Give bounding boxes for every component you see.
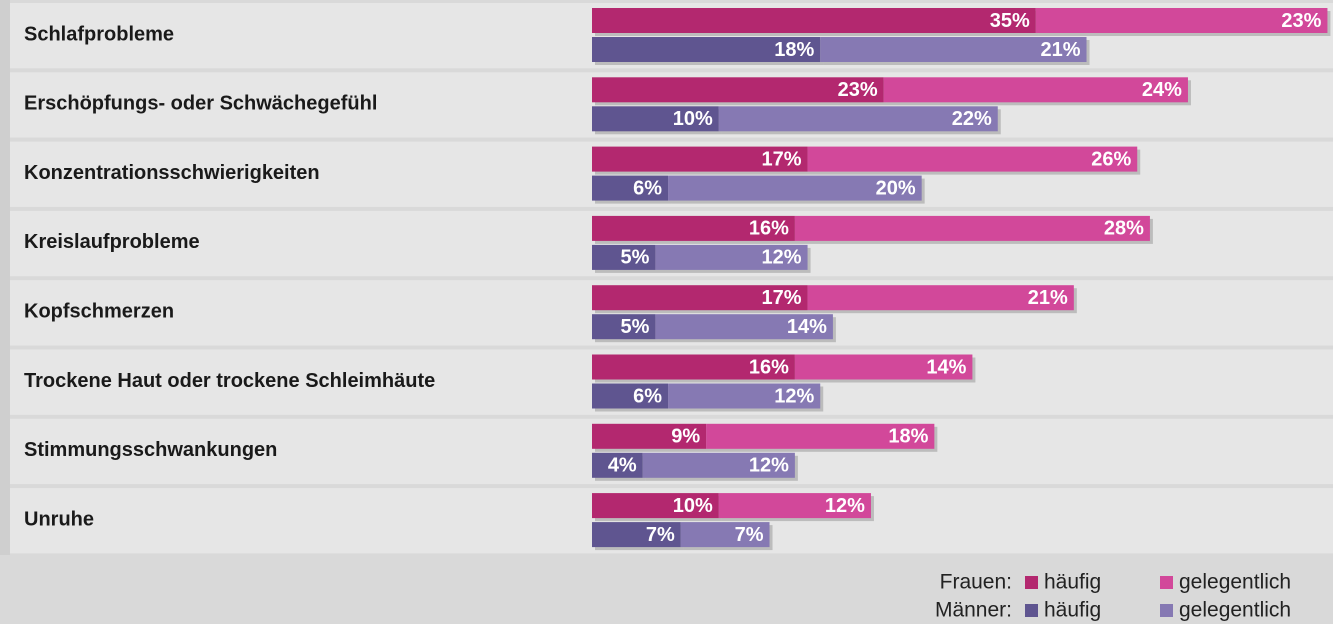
bar-segment	[592, 452, 643, 478]
category-label: Kreislaufprobleme	[24, 231, 200, 253]
legend-label: gelegentlich	[1179, 599, 1291, 622]
bar-segment	[592, 175, 669, 201]
category-label: Konzentrationsschwierigkeiten	[24, 162, 320, 184]
bar-segment	[883, 77, 1188, 103]
value-label: 12%	[774, 385, 814, 407]
value-label: 35%	[990, 10, 1030, 32]
value-label: 16%	[749, 218, 789, 240]
bar-segment	[592, 314, 656, 340]
bar-segment	[807, 285, 1074, 311]
value-label: 6%	[633, 177, 662, 199]
value-label: 18%	[888, 426, 928, 448]
value-label: 24%	[1142, 79, 1182, 101]
value-label: 28%	[1104, 218, 1144, 240]
bar-segment	[1035, 8, 1328, 33]
bar-segment	[592, 354, 795, 380]
value-label: 17%	[762, 148, 802, 170]
bar-segment	[642, 452, 795, 478]
bar-segment	[592, 423, 707, 449]
bar-segment	[592, 106, 719, 132]
bar-segment	[668, 383, 821, 409]
value-label: 7%	[735, 524, 764, 546]
value-label: 23%	[838, 79, 878, 101]
category-label: Schlafprobleme	[24, 23, 174, 45]
legend-label: häufig	[1044, 571, 1101, 594]
category-label: Kopfschmerzen	[24, 300, 174, 322]
bar-segment	[655, 244, 808, 270]
bar-segment	[592, 146, 808, 172]
value-label: 20%	[876, 177, 916, 199]
bar-segment	[592, 493, 719, 519]
legend-group-label: Frauen:	[940, 571, 1012, 594]
legend-swatch	[1025, 604, 1038, 617]
bar-segment	[820, 37, 1087, 62]
bar-segment	[655, 314, 833, 340]
value-label: 21%	[1028, 287, 1068, 309]
value-label: 4%	[608, 455, 637, 477]
bar-segment	[794, 354, 973, 380]
category-label: Trockene Haut oder trockene Schleimhäute	[24, 370, 435, 392]
legend-swatch	[1160, 576, 1173, 589]
category-label: Unruhe	[24, 508, 94, 530]
bar-segment	[592, 522, 681, 548]
value-label: 10%	[673, 108, 713, 130]
bar-segment	[807, 146, 1138, 172]
legend-swatch	[1160, 604, 1173, 617]
value-label: 22%	[952, 108, 992, 130]
bar-segment	[706, 423, 935, 449]
value-label: 14%	[926, 356, 966, 378]
legend-label: häufig	[1044, 599, 1101, 622]
value-label: 26%	[1091, 148, 1131, 170]
left-strip	[0, 0, 10, 555]
bar-segment	[592, 383, 669, 409]
value-label: 17%	[762, 287, 802, 309]
value-label: 10%	[673, 495, 713, 517]
bar-segment	[592, 37, 821, 62]
bar-segment	[592, 215, 795, 241]
category-label: Erschöpfungs- oder Schwächegefühl	[24, 93, 377, 115]
legend-label: gelegentlich	[1179, 571, 1291, 594]
value-label: 5%	[620, 316, 649, 338]
legend-group-label: Männer:	[935, 599, 1012, 622]
value-label: 5%	[620, 247, 649, 269]
bar-segment	[794, 215, 1150, 241]
value-label: 16%	[749, 356, 789, 378]
bar-segment	[592, 77, 884, 103]
value-label: 12%	[749, 455, 789, 477]
value-label: 12%	[825, 495, 865, 517]
value-label: 6%	[633, 385, 662, 407]
category-label: Stimmungsschwankungen	[24, 439, 277, 461]
value-label: 18%	[774, 39, 814, 61]
value-label: 9%	[671, 426, 700, 448]
value-label: 23%	[1281, 10, 1321, 32]
bar-segment	[668, 175, 922, 201]
value-label: 14%	[787, 316, 827, 338]
bar-segment	[592, 8, 1036, 33]
bar-segment	[680, 522, 770, 548]
bar-segment	[592, 244, 656, 270]
legend-swatch	[1025, 576, 1038, 589]
value-label: 7%	[646, 524, 675, 546]
value-label: 12%	[762, 247, 802, 269]
value-label: 21%	[1040, 39, 1080, 61]
bar-segment	[718, 493, 871, 519]
bar-segment	[718, 106, 998, 132]
bar-segment	[592, 285, 808, 311]
